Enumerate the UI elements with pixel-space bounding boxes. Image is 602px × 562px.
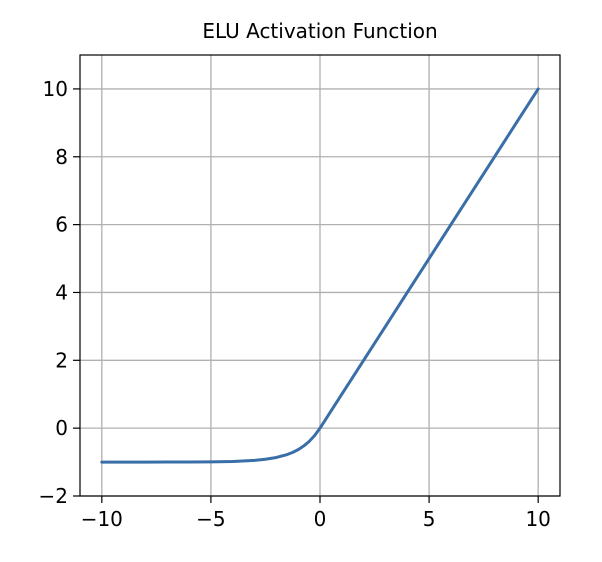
y-axis: −2 0 2 4 6 8 10: [39, 77, 80, 508]
chart-title: ELU Activation Function: [202, 19, 437, 43]
y-tick-label-5: 8: [55, 145, 68, 169]
x-tick-label-4: 10: [525, 507, 550, 531]
x-axis: −10 −5 0 5 10: [81, 496, 551, 531]
x-tick-label-1: −5: [196, 507, 225, 531]
x-tick-label-3: 5: [423, 507, 436, 531]
y-tick-label-2: 2: [55, 348, 68, 372]
x-tick-label-2: 0: [314, 507, 327, 531]
series-line-0: [100, 87, 540, 464]
series-layer: [100, 87, 540, 464]
y-tick-label-6: 10: [43, 77, 68, 101]
x-tick-label-0: −10: [81, 507, 123, 531]
y-tick-label-4: 6: [55, 213, 68, 237]
y-tick-label-1: 0: [55, 416, 68, 440]
y-tick-label-3: 4: [55, 280, 68, 304]
y-tick-label-0: −2: [39, 484, 68, 508]
